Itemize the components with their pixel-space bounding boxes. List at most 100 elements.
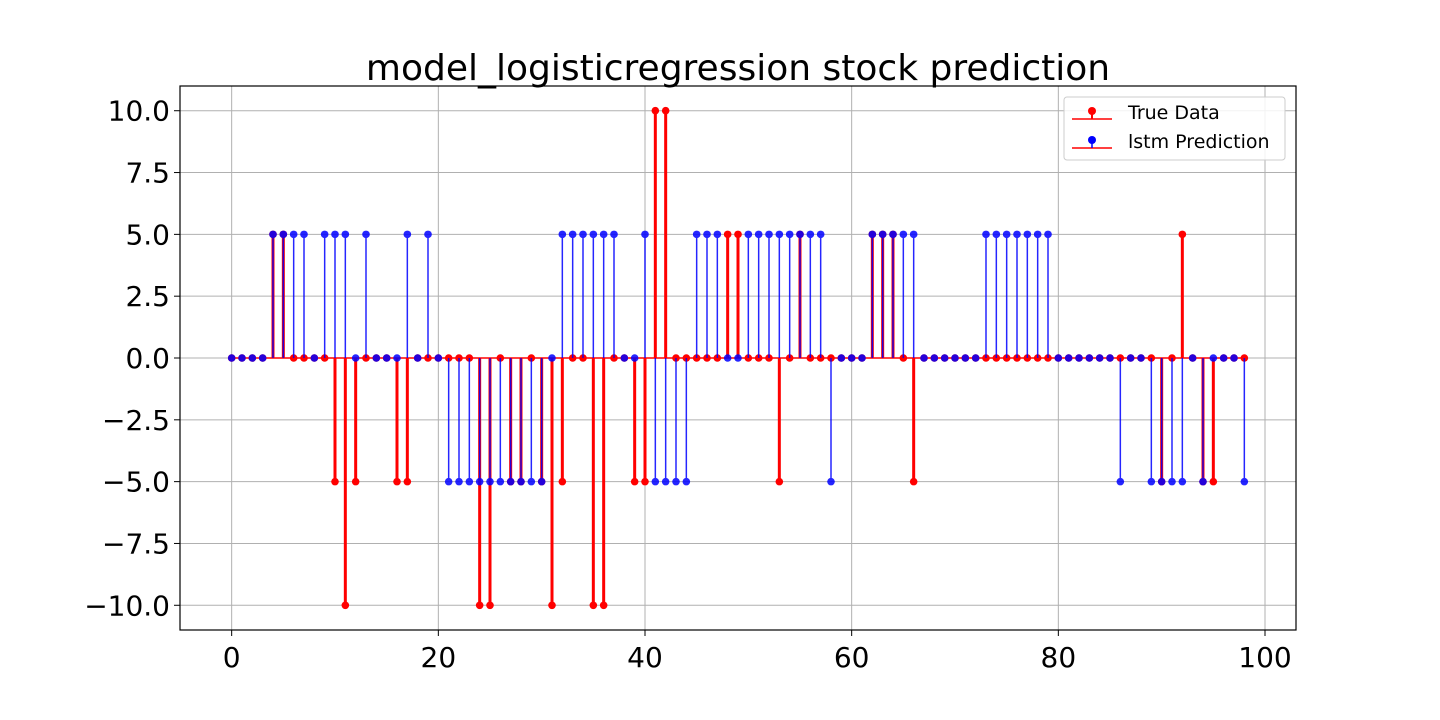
y-tick-label-8: −10.0 — [84, 589, 170, 622]
legend: True Data lstm Prediction — [1063, 96, 1286, 161]
lstm-prediction-point-96 — [1219, 354, 1228, 362]
lstm-prediction-point-48 — [723, 354, 732, 362]
lstm-prediction-point-26 — [496, 477, 505, 486]
lstm-prediction-point-93 — [1188, 354, 1197, 362]
lstm-prediction-point-5 — [279, 230, 288, 239]
lstm-prediction-point-85 — [1106, 354, 1114, 362]
lstm-prediction-point-33 — [568, 230, 577, 239]
lstm-prediction-point-38 — [620, 354, 629, 362]
lstm-prediction-point-30 — [537, 477, 546, 486]
y-tick-label-6: −5.0 — [102, 466, 170, 499]
true-data-point-12 — [351, 477, 360, 486]
lstm-prediction-point-73 — [982, 230, 990, 239]
lstm-prediction-point-67 — [920, 354, 928, 362]
true-data-point-36 — [599, 601, 608, 610]
lstm-prediction-point-56 — [806, 230, 815, 239]
true-data-point-92 — [1178, 230, 1187, 239]
lstm-prediction-point-91 — [1168, 477, 1176, 486]
lstm-prediction-point-1 — [238, 354, 246, 362]
x-axis-ticks: 0 20 40 60 80 100 — [223, 630, 1292, 674]
true-data-point-24 — [475, 601, 484, 610]
lstm-prediction-point-92 — [1178, 477, 1187, 486]
lstm-prediction-point-46 — [703, 230, 711, 239]
true-data-point-48 — [723, 230, 732, 239]
x-tick-label-0: 0 — [223, 641, 241, 674]
lstm-prediction-point-74 — [992, 230, 1001, 239]
lstm-prediction-point-31 — [548, 354, 556, 362]
true-data-point-39 — [630, 477, 639, 486]
true-data-point-25 — [486, 601, 494, 610]
true-data-point-40 — [641, 477, 649, 486]
lstm-prediction-point-95 — [1209, 354, 1218, 362]
true-data-point-31 — [548, 601, 556, 610]
legend-entry-true-data: True Data — [1072, 102, 1220, 124]
true-data-point-53 — [775, 477, 784, 486]
lstm-prediction-point-9 — [320, 230, 329, 239]
lstm-prediction-point-90 — [1157, 477, 1166, 486]
lstm-prediction-point-35 — [589, 230, 598, 239]
x-tick-label-4: 80 — [1041, 641, 1077, 674]
lstm-prediction-point-60 — [847, 354, 856, 362]
lstm-prediction-point-45 — [692, 230, 701, 239]
y-tick-label-4: 0.0 — [125, 342, 170, 375]
lstm-prediction-point-44 — [682, 477, 691, 486]
lstm-prediction-point-76 — [1013, 230, 1021, 239]
lstm-prediction-point-57 — [816, 230, 825, 239]
true-data-point-41 — [651, 106, 660, 115]
lstm-prediction-point-54 — [785, 230, 794, 239]
lstm-prediction-point-75 — [1002, 230, 1011, 239]
lstm-prediction-point-7 — [300, 230, 308, 239]
lstm-prediction-point-2 — [248, 354, 257, 362]
lstm-prediction-point-6 — [289, 230, 298, 239]
lstm-prediction-point-69 — [940, 354, 949, 362]
lstm-prediction-point-19 — [424, 230, 432, 239]
lstm-prediction-point-80 — [1054, 354, 1063, 362]
y-axis-ticks: 10.0 7.5 5.0 2.5 0.0 −2.5 −5.0 −7.5 −10.0 — [84, 95, 180, 622]
lstm-prediction-point-17 — [403, 230, 412, 239]
lstm-prediction-point-3 — [258, 354, 267, 362]
x-tick-label-2: 40 — [627, 641, 663, 674]
legend-label-true-data: True Data — [1127, 102, 1220, 124]
lstm-prediction-point-12 — [351, 354, 360, 362]
lstm-prediction-point-13 — [362, 230, 370, 239]
lstm-prediction-point-36 — [599, 230, 608, 239]
lstm-prediction-point-0 — [227, 354, 236, 362]
lstm-prediction-point-62 — [868, 230, 877, 239]
lstm-prediction-point-88 — [1137, 354, 1145, 362]
lstm-prediction-point-81 — [1064, 354, 1073, 362]
lstm-prediction-point-18 — [413, 354, 422, 362]
lstm-prediction-point-64 — [889, 230, 897, 239]
lstm-prediction-point-27 — [506, 477, 515, 486]
lstm-prediction-point-39 — [630, 354, 639, 362]
true-data-point-11 — [341, 601, 350, 610]
lstm-prediction-point-41 — [651, 477, 660, 486]
lstm-prediction-point-89 — [1147, 477, 1156, 486]
lstm-prediction-point-42 — [661, 477, 670, 486]
true-data-point-42 — [661, 106, 670, 115]
true-data-point-35 — [589, 601, 598, 610]
lstm-prediction-point-34 — [579, 230, 587, 239]
lstm-prediction-point-24 — [475, 477, 484, 486]
legend-label-lstm-prediction: lstm Prediction — [1128, 131, 1270, 153]
true-data-point-32 — [558, 477, 567, 486]
lstm-prediction-point-51 — [754, 230, 763, 239]
lstm-prediction-point-37 — [610, 230, 618, 239]
lstm-prediction-point-97 — [1230, 354, 1238, 362]
lstm-prediction-point-61 — [858, 354, 866, 362]
lstm-prediction-point-21 — [444, 477, 453, 486]
lstm-prediction-point-98 — [1240, 477, 1249, 486]
lstm-prediction-point-4 — [269, 230, 277, 239]
lstm-prediction-point-59 — [837, 354, 846, 362]
legend-entry-lstm-prediction: lstm Prediction — [1072, 131, 1270, 153]
y-tick-label-5: −2.5 — [102, 404, 170, 437]
lstm-prediction-point-28 — [517, 477, 525, 486]
lstm-prediction-point-15 — [382, 354, 391, 362]
y-tick-label-7: −7.5 — [102, 527, 170, 560]
lstm-prediction-point-10 — [331, 230, 339, 239]
legend-box — [1063, 96, 1286, 161]
lstm-prediction-point-14 — [372, 354, 381, 362]
legend-marker-true-data-dot — [1088, 107, 1096, 115]
lstm-prediction-point-50 — [744, 230, 753, 239]
lstm-prediction-point-25 — [486, 477, 494, 486]
